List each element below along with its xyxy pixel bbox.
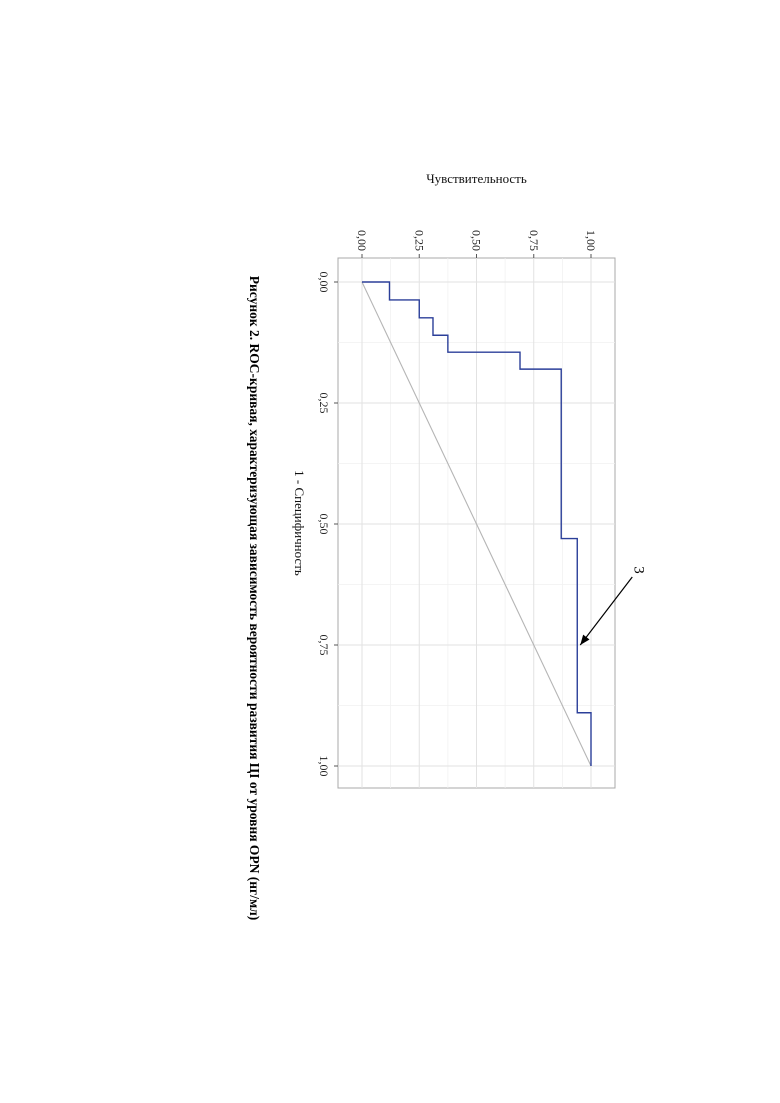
x-tick-label: 1,00	[317, 756, 331, 777]
rotated-figure: 0,00 0,25 0,50 0,75 1,00 0,00 0,25 0,50 0,75 1,00…	[247, 171, 646, 920]
annotation-label: 3	[630, 566, 646, 574]
x-tick-label: 0,00	[317, 272, 331, 293]
y-tick-label: 0,00	[355, 230, 369, 251]
figure-caption: Рисунок 2. ROC-кривая, характеризующая з…	[247, 276, 262, 920]
y-axis-label: Чувствительность	[426, 171, 527, 186]
x-tick-label: 0,50	[317, 514, 331, 535]
y-tick-label: 0,25	[412, 230, 426, 251]
x-tick-label: 0,25	[317, 393, 331, 414]
x-axis-label: 1 - Специфичность	[292, 470, 307, 576]
y-tick-label: 1,00	[584, 230, 598, 251]
y-tick-label: 0,50	[470, 230, 484, 251]
y-tick-label: 0,75	[527, 230, 541, 251]
x-tick-label: 0,75	[317, 635, 331, 656]
